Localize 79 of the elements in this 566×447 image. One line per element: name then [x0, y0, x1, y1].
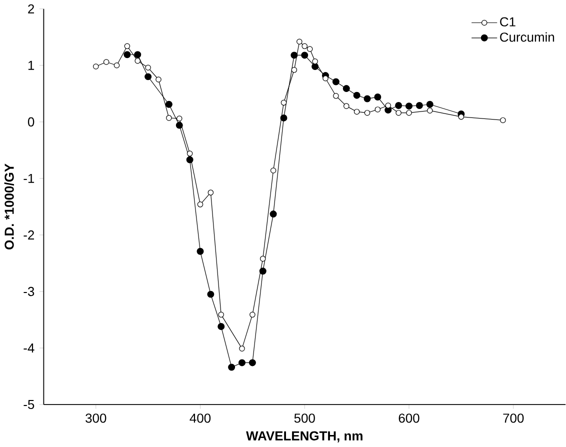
- point: [228, 364, 236, 371]
- point: [354, 109, 360, 115]
- point: [280, 114, 288, 122]
- y-tick-label: 1: [28, 61, 34, 70]
- point: [312, 58, 318, 64]
- point: [364, 110, 370, 116]
- y-tick-label: 0: [28, 117, 34, 127]
- point: [134, 51, 142, 58]
- y-tick-label: -5: [24, 400, 34, 410]
- point: [124, 43, 130, 50]
- point: [196, 248, 204, 256]
- point: [165, 101, 172, 108]
- point: [103, 59, 110, 66]
- point: [406, 102, 412, 110]
- point: [176, 116, 182, 122]
- point: [186, 156, 194, 164]
- point: [374, 106, 381, 113]
- point: [114, 62, 120, 68]
- point: [342, 85, 350, 92]
- y-tick-label: -2: [24, 230, 34, 240]
- point: [302, 43, 308, 50]
- point: [364, 95, 371, 102]
- point: [406, 110, 412, 116]
- point: [333, 93, 339, 99]
- x-tick-label: 500: [294, 414, 315, 423]
- x-tick-label: 300: [86, 414, 106, 423]
- point: [296, 38, 302, 45]
- x-tick-label: 600: [398, 414, 420, 423]
- point: [306, 46, 313, 52]
- point: [238, 359, 246, 366]
- point: [208, 190, 214, 196]
- point: [144, 73, 152, 80]
- point: [322, 76, 328, 82]
- point: [374, 94, 382, 101]
- point: [280, 100, 287, 106]
- legend-label: C1: [500, 17, 516, 27]
- point: [134, 58, 141, 64]
- point: [218, 323, 225, 330]
- point: [207, 290, 214, 298]
- point: [218, 312, 224, 318]
- point: [332, 78, 340, 86]
- y-tick-label: 2: [28, 4, 34, 14]
- y-axis-title: O.D. *1000/GY: [4, 164, 14, 250]
- point: [500, 117, 506, 124]
- point: [197, 202, 204, 208]
- point: [396, 110, 402, 116]
- point: [385, 102, 392, 109]
- point: [270, 210, 277, 218]
- point: [145, 64, 151, 71]
- y-tick-label: -4: [24, 344, 34, 353]
- point: [248, 359, 256, 366]
- point: [239, 346, 245, 352]
- point: [124, 51, 131, 58]
- x-tick-label: 700: [503, 414, 524, 423]
- point: [290, 52, 298, 59]
- point: [343, 103, 350, 110]
- legend-label: Curcumin: [500, 32, 554, 42]
- point: [186, 150, 193, 157]
- point: [301, 52, 308, 59]
- x-tick-label: 400: [190, 414, 211, 423]
- point: [395, 102, 402, 110]
- point: [291, 67, 298, 73]
- point: [458, 114, 464, 120]
- point: [416, 102, 423, 110]
- point: [260, 256, 266, 262]
- point: [176, 122, 183, 129]
- x-axis-title: WAVELENGTH, nm: [246, 431, 362, 442]
- point: [92, 64, 99, 70]
- point: [270, 168, 276, 174]
- y-tick-label: -3: [24, 287, 34, 296]
- point: [156, 76, 162, 83]
- point: [259, 268, 266, 275]
- point: [426, 101, 434, 108]
- point: [250, 312, 256, 318]
- y-tick-label: -1: [24, 174, 34, 184]
- point: [312, 63, 319, 70]
- point: [426, 108, 433, 114]
- point: [166, 115, 172, 122]
- point: [353, 92, 360, 99]
